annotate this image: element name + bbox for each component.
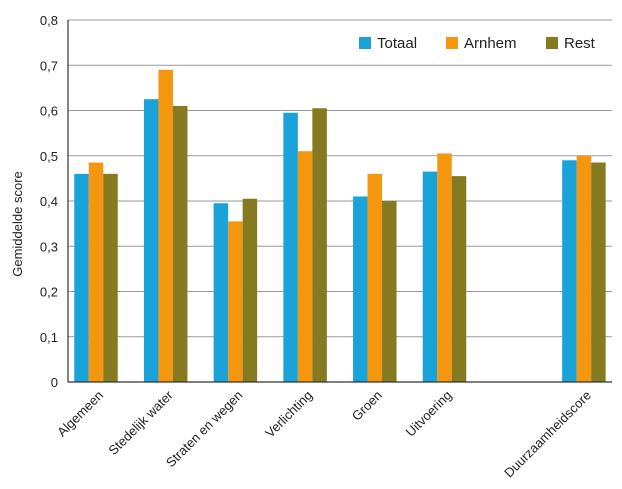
x-category-label: Groen xyxy=(349,388,385,424)
x-category-label: Stedelijk water xyxy=(105,387,176,458)
x-category-label: Algemeen xyxy=(54,388,106,440)
bar-rest xyxy=(382,201,397,382)
bar-totaal xyxy=(213,203,229,382)
legend-swatch-rest xyxy=(546,37,558,49)
bar-rest xyxy=(242,198,258,382)
y-tick-label: 0,2 xyxy=(40,285,58,300)
bar-totaal xyxy=(283,112,298,382)
bar-arnhem xyxy=(297,151,313,382)
bar-totaal xyxy=(74,173,89,382)
bar-rest xyxy=(591,162,606,382)
x-category-label: Verlichting xyxy=(262,388,315,441)
bars xyxy=(74,69,606,383)
y-tick-label: 0,6 xyxy=(40,104,58,119)
y-tick-label: 0,7 xyxy=(40,58,58,73)
bar-rest xyxy=(451,176,467,382)
bar-totaal xyxy=(143,99,159,382)
bar-arnhem xyxy=(437,153,452,382)
legend-label-arnhem: Arnhem xyxy=(464,35,517,52)
bar-rest xyxy=(172,105,188,382)
legend-label-rest: Rest xyxy=(564,35,596,52)
bar-arnhem xyxy=(88,162,104,382)
legend-label-totaal: Totaal xyxy=(377,35,417,52)
legend-swatch-totaal xyxy=(359,37,371,49)
x-category-label: Straten en wegen xyxy=(163,388,246,471)
y-axis-title: Gemiddelde score xyxy=(10,171,25,277)
legend-swatch-arnhem xyxy=(446,37,458,49)
x-category-label: Uitvoering xyxy=(403,388,455,440)
bar-totaal xyxy=(422,171,438,382)
bar-rest xyxy=(312,108,327,383)
bar-arnhem xyxy=(367,173,383,382)
axes xyxy=(67,20,612,383)
bar-totaal xyxy=(353,196,368,382)
bar-totaal xyxy=(562,160,577,382)
legend: Totaal Arnhem Rest xyxy=(359,35,596,52)
x-category-label: Duurzaamheidscore xyxy=(501,388,594,481)
y-tick-label: 0,5 xyxy=(40,149,58,164)
bar-arnhem xyxy=(228,221,243,382)
y-tick-label: 0 xyxy=(51,375,58,390)
y-tick-label: 0,1 xyxy=(40,330,58,345)
y-tick-label: 0,3 xyxy=(40,239,58,254)
y-tick-label: 0,4 xyxy=(40,194,58,209)
bar-arnhem xyxy=(158,69,173,383)
y-tick-label: 0,8 xyxy=(40,13,58,28)
bar-arnhem xyxy=(576,155,592,382)
bar-rest xyxy=(103,173,118,382)
